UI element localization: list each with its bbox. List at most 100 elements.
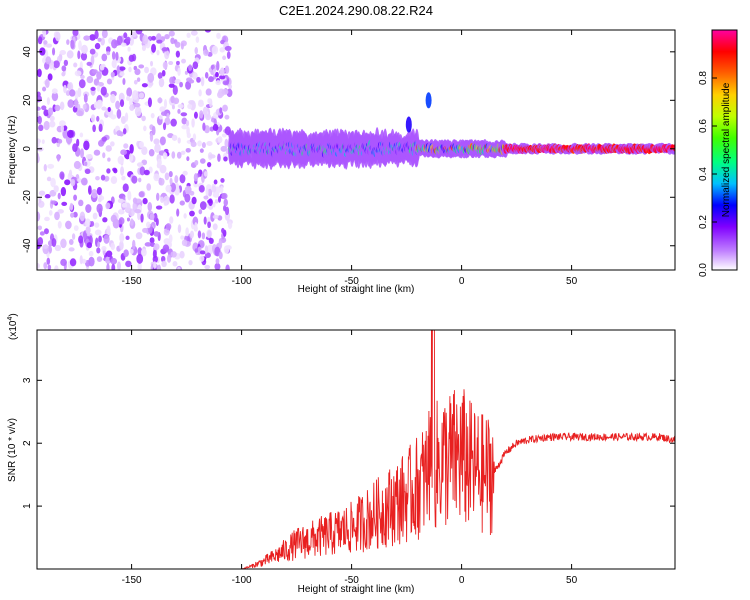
spectrogram-cell: [48, 209, 53, 216]
spectrogram-cell: [199, 158, 206, 164]
spectrogram-cell: [101, 106, 107, 111]
spectrogram-cell: [180, 42, 184, 50]
spectrogram-cell: [116, 35, 123, 46]
spectrogram-cell: [61, 71, 66, 77]
spectrogram-cell: [92, 124, 96, 133]
chart-title: C2E1.2024.290.08.22.R24: [279, 3, 433, 18]
spectrogram-cell: [127, 190, 132, 201]
spectrogram-cell: [186, 32, 191, 39]
spectrogram-cell: [84, 168, 91, 175]
spectrogram-cell: [180, 150, 186, 155]
spectrogram-cell: [194, 222, 198, 231]
spectrogram-cell: [96, 203, 103, 214]
x-tick-label: 0: [459, 276, 465, 287]
spectrogram-cell: [161, 260, 167, 268]
spectrogram-cell: [204, 264, 211, 270]
spectrogram-cell: [162, 152, 168, 160]
spectrogram-cell: [101, 136, 108, 142]
spectrogram-cell: [139, 166, 146, 176]
spectrogram-cell: [88, 256, 95, 267]
spectrogram-cell: [219, 47, 226, 53]
spectrogram-cell: [141, 44, 147, 52]
spectrogram-cell: [204, 245, 209, 254]
spectrogram-cell: [425, 92, 432, 109]
spectrogram-cell: [184, 193, 191, 203]
spectrogram-cell: [106, 225, 111, 236]
spectrogram-cell: [198, 209, 203, 215]
spectrogram-cell: [96, 247, 101, 254]
spectrogram-cell: [46, 176, 52, 182]
spectrogram-cell: [47, 264, 52, 270]
spectrogram-cell: [176, 208, 180, 217]
spectrogram-cell: [189, 210, 195, 217]
spectrogram-cell: [57, 209, 64, 214]
spectrogram-cell: [207, 98, 212, 104]
spectrogram-cell: [72, 143, 78, 153]
spectrogram-cell: [141, 83, 148, 88]
spectrogram-cell: [191, 118, 195, 128]
spectrogram-cell: [94, 229, 102, 236]
spectrogram-cell: [159, 136, 166, 146]
spectrogram-cell: [77, 50, 81, 60]
spectrogram-cell: [70, 178, 76, 187]
spectrogram-cell: [155, 218, 159, 226]
spectrogram-cell: [107, 157, 111, 162]
spectrogram-cell: [42, 244, 49, 249]
spectrogram-cell: [105, 145, 112, 152]
spectrogram-cell: [220, 178, 225, 183]
spectrogram-cell: [53, 60, 60, 69]
spectrogram-cell: [98, 139, 105, 147]
spectrogram-cell: [127, 46, 131, 52]
spectrogram-cell: [96, 71, 102, 80]
spectrogram-cell: [116, 65, 120, 75]
spectrogram-cell: [55, 31, 61, 42]
spectrogram-cell: [216, 32, 221, 39]
spectrogram-cell: [138, 191, 145, 198]
spectrogram-cell: [80, 44, 88, 55]
spectrogram-cell: [185, 120, 190, 127]
spectrogram-cell: [134, 106, 142, 117]
spectrogram-cell: [101, 246, 107, 251]
spectrogram-cell: [184, 70, 188, 75]
spectrogram-cell: [42, 86, 47, 92]
spectrogram-cell: [218, 240, 223, 249]
spectrogram-cell: [77, 178, 82, 183]
spectrogram-cell: [120, 166, 125, 176]
spectrogram-cell: [37, 142, 40, 148]
spectrogram-cell: [201, 232, 206, 240]
spectrogram-cell: [138, 64, 145, 69]
spectrogram-cell: [51, 238, 57, 247]
spectrogram-cell: [143, 169, 150, 176]
spectrogram-cell: [111, 51, 116, 60]
spectrogram-cell: [211, 185, 217, 193]
spectrogram-cell: [211, 45, 219, 55]
spectrogram-cell: [79, 211, 86, 222]
spectrogram-cell: [131, 175, 138, 184]
spectrogram-cell: [134, 68, 141, 76]
spectrogram-cell: [59, 101, 65, 111]
spectrogram-cell: [90, 86, 96, 91]
spectrogram-cell: [136, 162, 144, 168]
spectrogram-cell: [205, 187, 209, 198]
spectrogram-cell: [170, 37, 175, 45]
spectrogram-cell: [83, 35, 91, 41]
spectrogram-cell: [151, 35, 157, 41]
spectrogram-cell: [177, 224, 182, 234]
spectrogram-cell: [203, 216, 207, 225]
spectrogram-cell: [72, 30, 79, 37]
spectrogram-cell: [59, 120, 66, 127]
spectrogram-cell: [93, 101, 99, 109]
spectrogram-cell: [94, 42, 101, 50]
spectrogram-cell: [128, 152, 134, 162]
spectrogram-cell: [192, 133, 197, 141]
spectrogram-cell: [190, 141, 197, 148]
spectrogram-cell: [96, 115, 100, 122]
spectrogram-cell: [215, 80, 222, 86]
spectrogram-cell: [51, 91, 59, 102]
spectrogram-cell: [174, 175, 179, 184]
spectrogram-cell: [222, 55, 227, 61]
spectrogram-cell: [132, 90, 139, 100]
spectrogram-cell: [188, 79, 195, 84]
spectrogram-cell: [122, 128, 127, 135]
spectrogram-cell: [156, 49, 160, 56]
